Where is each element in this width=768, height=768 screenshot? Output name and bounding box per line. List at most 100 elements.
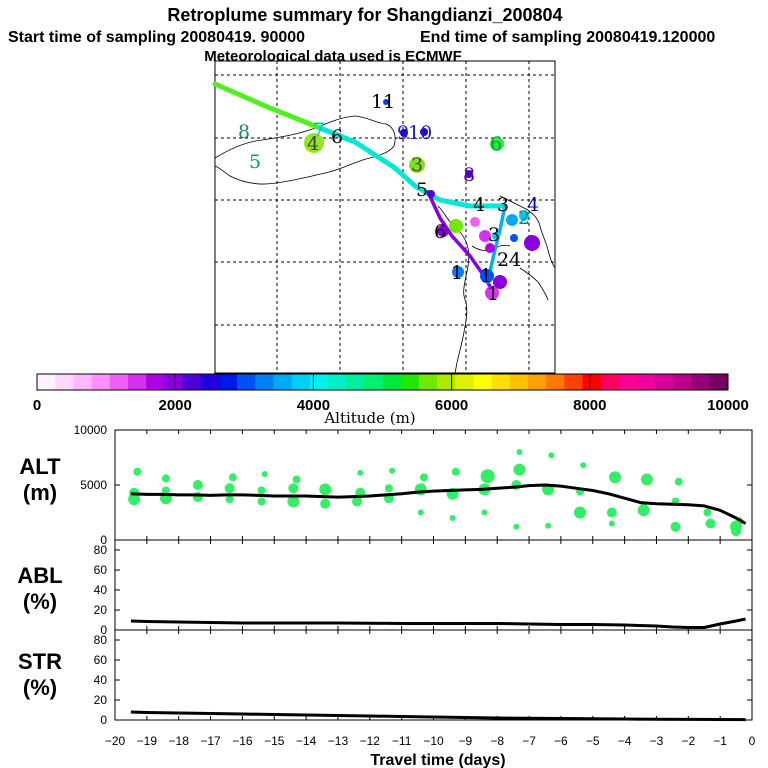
colorbar-swatch — [291, 374, 311, 390]
altitude-sample-point — [670, 521, 681, 532]
y-tick-label: 40 — [94, 673, 108, 687]
colorbar-swatch — [309, 374, 329, 390]
altitude-sample-point — [513, 463, 526, 476]
x-tick-label: −19 — [137, 734, 158, 748]
colorbar-swatch — [218, 374, 238, 390]
x-tick-label: −9 — [459, 734, 473, 748]
altitude-sample-point — [225, 495, 234, 504]
colorbar-tick-label: 4000 — [297, 397, 330, 414]
map-panel: 11 8 7 6 4 5 9 10 6 3 5 8 4 3 4 2 6 3 1 … — [212, 60, 556, 374]
cluster-dot — [449, 219, 463, 233]
cluster-dot — [506, 214, 518, 226]
altitude-sample-point — [480, 469, 495, 484]
x-tick-label: −3 — [650, 734, 664, 748]
colorbar-swatch — [400, 374, 420, 390]
x-tick-label: −12 — [360, 734, 381, 748]
x-tick-label: 0 — [749, 734, 756, 748]
cluster-number: 2 — [518, 207, 530, 229]
colorbar-swatch — [437, 374, 456, 390]
start-time-of-sampling: Start time of sampling 20080419. 90000 — [8, 29, 305, 46]
cluster-dot — [452, 266, 464, 278]
altitude-sample-point — [419, 473, 428, 482]
y-tick-label: 20 — [94, 693, 108, 707]
y-tick-label: 10000 — [74, 423, 108, 437]
end-time-of-sampling: End time of sampling 20080419.120000 — [420, 29, 715, 46]
altitude-sample-point — [637, 504, 650, 517]
x-tick-label: −17 — [200, 734, 221, 748]
cluster-number: 6 — [331, 126, 343, 148]
colorbar-swatch — [418, 374, 438, 390]
mean-abl-line — [130, 617, 746, 629]
panel-abl: ABL(%) 0 20 40 60 80 — [17, 539, 753, 637]
cluster-dot — [427, 190, 435, 198]
colorbar-swatch — [73, 374, 93, 390]
colorbar-swatches — [37, 374, 729, 390]
altitude-sample-point — [320, 498, 331, 509]
altitude-sample-point — [192, 480, 203, 490]
altitude-sample-point — [319, 483, 332, 496]
cluster-dot — [465, 170, 473, 178]
altitude-sample-point — [352, 496, 363, 507]
x-tick-label: −2 — [681, 734, 695, 748]
altitude-sample-point — [516, 449, 523, 455]
colorbar-swatch — [164, 374, 183, 390]
colorbar-swatch — [346, 374, 365, 390]
x-tick-label: −20 — [105, 734, 126, 748]
cluster-number: 11 — [371, 91, 395, 113]
time-series-panels: ALT(m)0500010000ABL(%)020406080STR(%)020… — [17, 423, 755, 768]
altitude-sample-point — [228, 473, 237, 482]
cluster-number: 3 — [411, 154, 423, 176]
y-tick-label: 60 — [94, 563, 108, 577]
y-tick-label: 0 — [100, 713, 107, 727]
y-tick-label: 5000 — [80, 478, 107, 492]
cluster-number: 8 — [238, 121, 250, 143]
cluster-dot — [519, 211, 529, 221]
altitude-sample-point — [384, 484, 393, 493]
cluster-dot — [400, 129, 408, 137]
cluster-dot — [479, 230, 491, 242]
colorbar-swatch — [546, 374, 565, 390]
colorbar-swatch — [455, 374, 474, 390]
panel-alt: ALT(m) 0 5000 10000 — [19, 423, 753, 547]
x-tick-label: −6 — [554, 734, 568, 748]
cluster-number: 4 — [527, 194, 539, 216]
colorbar-tick-label: 0 — [33, 397, 41, 414]
x-tick-label: −7 — [522, 734, 536, 748]
altitude-sample-point — [292, 475, 301, 484]
colorbar-swatch — [37, 374, 56, 390]
altitude-sample-point — [287, 495, 300, 508]
cluster-number: 6 — [490, 133, 502, 155]
altitude-sample-point — [545, 522, 552, 529]
y-tick-label: 20 — [94, 603, 108, 617]
y-tick-label: 0 — [100, 623, 107, 637]
x-tick-label: −10 — [423, 734, 444, 748]
panel-frame — [114, 629, 753, 721]
colorbar-swatch — [200, 374, 220, 390]
altitude-sample-point — [257, 497, 266, 506]
y-axis-unit: (%) — [23, 589, 57, 614]
cluster-number: 5 — [416, 179, 428, 201]
altitude-sample-point — [161, 486, 170, 495]
colorbar-swatch — [473, 374, 493, 390]
colorbar-swatch — [655, 374, 674, 390]
y-axis-unit: (%) — [23, 675, 57, 700]
cluster-dot — [485, 286, 499, 300]
y-tick-label: 80 — [94, 633, 108, 647]
colorbar-swatch — [582, 374, 602, 390]
altitude-sample-point — [288, 483, 299, 494]
x-tick-label: −1 — [713, 734, 727, 748]
cluster-number: 1 — [480, 265, 492, 287]
altitude-sample-point — [481, 509, 488, 516]
cluster-dot — [470, 217, 480, 227]
colorbar-swatch — [709, 374, 729, 390]
y-tick-label: 40 — [94, 583, 108, 597]
y-tick-label: 80 — [94, 543, 108, 557]
mean-str-line — [130, 710, 746, 722]
x-tick-label: −18 — [169, 734, 190, 748]
cluster-dot — [420, 128, 428, 136]
colorbar-ticks: 0 2000 4000 6000 8000 10000 — [33, 374, 749, 414]
altitude-sample-point — [161, 474, 170, 483]
colorbar-swatch — [273, 374, 293, 390]
